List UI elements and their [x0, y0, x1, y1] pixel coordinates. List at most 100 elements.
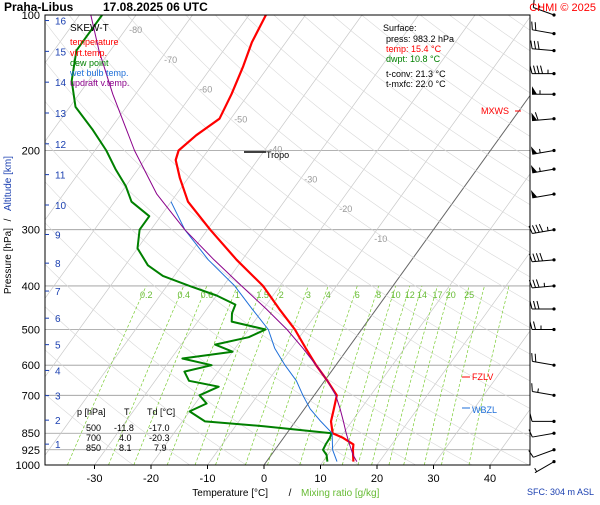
x-axis-title-mixing: Mixing ratio [g/kg]	[301, 488, 380, 499]
mixing-ratio-label: 17	[432, 290, 442, 300]
temperature-tick-label: 10	[314, 473, 326, 485]
surface-elevation-label: SFC: 304 m ASL	[527, 487, 594, 497]
temperature-tick-label: -10	[200, 473, 216, 485]
altitude-tick-label: 7	[55, 287, 61, 298]
legend-dew-point: dew point	[70, 58, 109, 68]
fzlv-label: FZLV	[472, 372, 493, 382]
altitude-tick-label: 2	[55, 416, 61, 427]
table-row-500-t: -11.8	[114, 423, 134, 433]
altitude-tick-label: 12	[55, 140, 67, 151]
table-row-700-t: 4.0	[119, 433, 132, 443]
surface-tmxfc: t-mxfc: 22.0 °C	[386, 79, 446, 89]
mixing-ratio-label: 8	[376, 290, 381, 300]
mixing-ratio-label: 0.2	[140, 290, 153, 300]
legend-virt-temp: virt.temp.	[70, 48, 107, 58]
x-axis-title-separator: /	[289, 488, 292, 499]
level-table: p [hPa] T Td [°C] 500 -11.8 -17.0 700 4.…	[77, 407, 175, 453]
altitude-tick-label: 6	[55, 314, 61, 325]
station-title: Praha-Libus	[4, 0, 74, 14]
pressure-tick-label: 200	[22, 145, 40, 157]
tropopause-label: Tropo	[266, 150, 289, 160]
surface-temp: temp: 15.4 °C	[386, 44, 442, 54]
wind-barb-half	[538, 388, 539, 392]
wind-barb-full	[532, 353, 533, 361]
credit-label: CHMI © 2025	[529, 2, 596, 14]
mixing-ratio-label: 12	[405, 290, 415, 300]
wind-barb-half	[547, 227, 548, 231]
table-row-500-p: 500	[86, 423, 101, 433]
y-axis-title-text: Pressure [hPa]	[3, 228, 14, 294]
table-row-850-t: 8.1	[119, 443, 132, 453]
mixing-ratio-label: 20	[446, 290, 456, 300]
isotherm-label: -50	[234, 115, 247, 125]
mixing-ratio-label: 6	[355, 290, 360, 300]
legend-title: SKEW-T	[70, 23, 109, 34]
mixing-ratio-label: 25	[464, 290, 474, 300]
table-row-500-td: -17.0	[149, 423, 170, 433]
isotherm-label: -30	[304, 174, 317, 184]
wind-barb-full	[532, 22, 533, 30]
wind-barb-half	[540, 149, 541, 153]
wind-barb-half	[540, 168, 541, 172]
legend-wet-bulb: wet bulb temp.	[69, 68, 129, 78]
temperature-tick-label: 20	[371, 473, 383, 485]
table-header-td: Td [°C]	[147, 407, 175, 417]
table-header-t: T	[124, 407, 130, 417]
temperature-tick-label: 0	[261, 473, 267, 485]
altitude-tick-label: 13	[55, 109, 67, 120]
altitude-tick-label: 9	[55, 230, 61, 241]
wind-barb-full	[532, 383, 533, 391]
mixing-ratio-label: 4	[326, 290, 331, 300]
temperature-tick-label: 40	[484, 473, 496, 485]
wind-barb-full	[535, 354, 536, 362]
pressure-tick-label: 300	[22, 225, 40, 237]
altitude-tick-label: 1	[55, 440, 61, 451]
mxws-label: MXWS	[481, 106, 509, 116]
pressure-tick-label: 925	[22, 445, 40, 457]
y-axis-title-separator: /	[3, 218, 14, 221]
wind-barb-full	[535, 22, 536, 30]
y-axis-title-altitude: Altitude [km]	[3, 156, 14, 211]
table-row-850-td: 7.9	[154, 443, 167, 453]
altitude-tick-label: 5	[55, 341, 61, 352]
altitude-tick-label: 14	[55, 78, 67, 89]
surface-tconv: t-conv: 21.3 °C	[386, 69, 446, 79]
mixing-ratio-label: 14	[417, 290, 427, 300]
surface-title: Surface:	[383, 23, 417, 33]
temperature-tick-label: -30	[87, 473, 103, 485]
temperature-tick-label: 30	[427, 473, 439, 485]
altitude-tick-label: 16	[55, 17, 67, 28]
legend-temperature: temperature	[70, 37, 119, 47]
pressure-tick-label: 400	[22, 281, 40, 293]
altitude-tick-label: 8	[55, 259, 61, 270]
mixing-ratio-label: 2	[279, 290, 284, 300]
altitude-tick-label: 15	[55, 47, 67, 58]
altitude-tick-label: 3	[55, 392, 61, 403]
wbzl-label: WBZL	[472, 405, 497, 415]
surface-press: press: 983.2 hPa	[386, 34, 454, 44]
temperature-tick-label: -20	[143, 473, 159, 485]
table-row-850-p: 850	[86, 443, 101, 453]
pressure-tick-label: 500	[22, 325, 40, 337]
pressure-tick-label: 1000	[16, 460, 40, 472]
mixing-ratio-label: 10	[391, 290, 401, 300]
mixing-ratio-label: 0.4	[177, 290, 190, 300]
mixing-ratio-label: 3	[306, 290, 311, 300]
isotherm-label: -20	[339, 204, 352, 214]
isotherm-label: -80	[129, 25, 142, 35]
isotherm-label: -70	[164, 55, 177, 65]
pressure-tick-label: 850	[22, 428, 40, 440]
isotherm-label: -60	[199, 85, 212, 95]
datetime-title: 17.08.2025 06 UTC	[103, 0, 208, 14]
surface-dwpt: dwpt: 10.8 °C	[386, 54, 441, 64]
legend-updraft: updraft v.temp.	[70, 78, 129, 88]
altitude-tick-label: 10	[55, 201, 67, 212]
table-header-p: p [hPa]	[77, 407, 106, 417]
table-row-700-p: 700	[86, 433, 101, 443]
pressure-tick-label: 700	[22, 390, 40, 402]
table-row-700-td: -20.3	[149, 433, 170, 443]
x-axis-title-text: Temperature [°C]	[192, 488, 268, 499]
altitude-tick-label: 11	[55, 171, 66, 182]
